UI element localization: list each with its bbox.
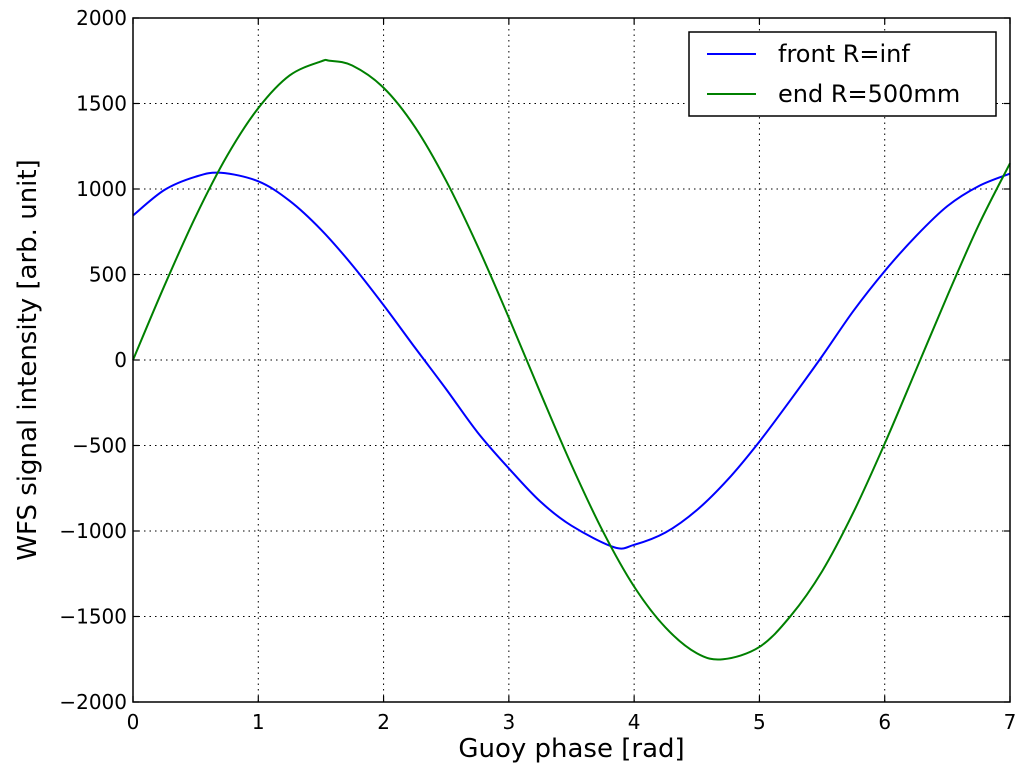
y-axis-title: WFS signal intensity [arb. unit]	[13, 159, 43, 560]
tick-labels: 0 1 2 3 4 5 6 7 −2000 −1500 −1000 −500 0 500 1000 1500 2…	[59, 6, 1016, 734]
y-tick-label: −1500	[59, 605, 127, 629]
y-tick-label: −1000	[59, 519, 127, 543]
y-tick-label: −500	[72, 434, 127, 458]
y-tick-label: −2000	[59, 690, 127, 714]
legend-label-end: end R=500mm	[778, 80, 960, 108]
legend-label-front: front R=inf	[778, 40, 910, 68]
x-tick-label: 3	[502, 710, 515, 734]
y-tick-label: 1000	[76, 177, 127, 201]
x-tick-label: 5	[753, 710, 766, 734]
y-tick-label: 0	[114, 348, 127, 372]
x-tick-label: 4	[628, 710, 641, 734]
x-tick-label: 7	[1004, 710, 1016, 734]
legend-box	[688, 31, 997, 117]
axis-ticks	[132, 17, 1011, 703]
y-tick-label: 500	[89, 263, 127, 287]
series-lines	[132, 58, 1011, 661]
x-tick-label: 1	[252, 710, 265, 734]
y-tick-label: 2000	[76, 6, 127, 30]
series-line-front	[132, 171, 1011, 550]
y-tick-label: 1500	[76, 92, 127, 116]
series-line-end	[132, 58, 1011, 661]
x-tick-label: 0	[127, 710, 140, 734]
x-tick-label: 6	[878, 710, 891, 734]
x-axis-title: Guoy phase [rad]	[458, 734, 684, 764]
legend: front R=inf end R=500mm	[688, 31, 997, 117]
x-tick-label: 2	[377, 710, 390, 734]
